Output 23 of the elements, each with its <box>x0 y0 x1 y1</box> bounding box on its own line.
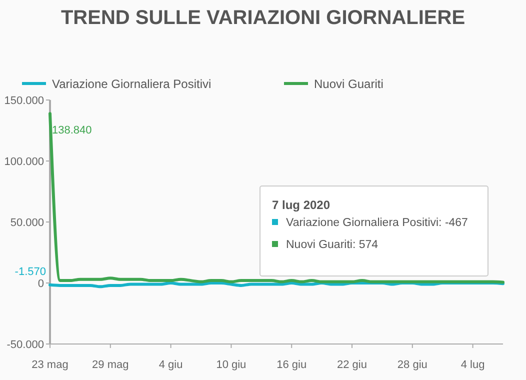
x-tick-label: 28 giu <box>397 359 428 371</box>
x-tick-label: 4 giu <box>158 359 183 371</box>
y-tick-label: 100.000 <box>4 156 44 168</box>
y-tick-label: 150.000 <box>4 95 44 107</box>
y-tick-label: -50.000 <box>6 339 44 351</box>
y-tick-label: 0 <box>38 278 44 290</box>
x-tick-label: 16 giu <box>276 359 307 371</box>
x-tick-label: 10 giu <box>216 359 246 371</box>
x-tick-label: 29 mag <box>92 359 129 371</box>
chart-title: TREND SULLE VARIAZIONI GIORNALIERE <box>60 7 466 29</box>
x-tick-label: 22 giu <box>337 359 367 371</box>
x-tick-label: 23 mag <box>32 359 68 371</box>
line-series <box>48 112 504 284</box>
annotation: Nuovi Guariti: 574 <box>286 239 379 251</box>
y-tick-label: 50.000 <box>10 217 44 229</box>
x-tick-label: 4 lug <box>460 359 485 371</box>
data-label: -1.570 <box>14 266 46 278</box>
legend-label: Nuovi Guariti <box>314 77 384 91</box>
legend-label: Variazione Giornaliera Positivi <box>52 77 212 91</box>
annotation: Variazione Giornaliera Positivi: -467 <box>286 217 468 229</box>
tooltip: 7 lug 2020 Variazione Giornaliera Positivi: -467 Nuovi Guariti: 574 <box>260 186 488 276</box>
data-label: 138.840 <box>52 124 92 137</box>
annotation: 7 lug 2020 <box>272 198 330 212</box>
